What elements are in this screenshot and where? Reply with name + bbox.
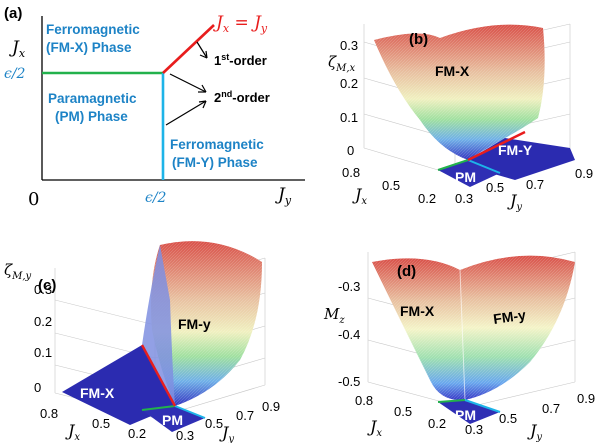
panel-d-ztick-1: -0.4	[338, 327, 360, 342]
panel-b-red-line	[467, 130, 526, 162]
panel-b-surface: (b) FM-X FM-Y PM ζM,x 0.3 0.2 0.1 0 0.8 …	[328, 23, 593, 213]
panel-d-fmx-hatch	[372, 258, 465, 401]
panel-d-fmy-hatch	[460, 255, 575, 400]
panel-c-cyan-line	[174, 405, 206, 419]
panel-d-jxtick-1: 0.5	[394, 404, 412, 419]
panel-c-zlabel: ζM,y	[4, 261, 32, 282]
panel-b-jxtick-0: 0.8	[342, 165, 360, 180]
panel-b-fm2-region: FM-Y	[498, 142, 533, 158]
panel-d-fm2-region: FM-y	[492, 307, 527, 327]
panel-b-jxtick-1: 0.5	[382, 178, 400, 193]
panel-c-surface: (c) FM-y FM-X PM ζM,y 0.3 0.2 0.1 0 0.8 …	[4, 241, 280, 443]
panel-b-jytick-1: 0.5	[486, 180, 504, 195]
red-boundary	[162, 24, 215, 74]
panel-c-fmx-surface	[62, 345, 175, 425]
first-order-label: 1st-order	[214, 52, 267, 68]
panel-b-label: (b)	[409, 31, 428, 48]
panel-b-green-line	[437, 159, 469, 171]
panel-d-green-line	[437, 399, 466, 403]
panel-b-cyan-line	[467, 159, 501, 174]
panel-c-jytick-2: 0.7	[236, 408, 254, 423]
panel-d-jytick-0: 0.3	[465, 422, 483, 437]
panel-c-red-line	[140, 344, 177, 407]
panel-b-jx-label: Jx	[352, 185, 367, 207]
panel-d-label: (d)	[397, 263, 416, 280]
panel-c-pm-region: PM	[162, 412, 183, 428]
panel-b-zlabel: ζM,x	[328, 53, 356, 74]
pm-line2: (PM) Phase	[55, 109, 128, 124]
panel-d-jytick-2: 0.7	[542, 401, 560, 416]
panel-d-zlabel: Mz	[323, 305, 345, 326]
y-axis-label: Jx	[9, 38, 26, 60]
panel-d-surface: (d) FM-X FM-y PM Mz -0.3 -0.4 -0.5 0.8 0…	[323, 251, 595, 443]
panel-d-fm-region: FM-X	[400, 303, 435, 319]
panel-b-jytick-2: 0.7	[526, 177, 544, 192]
panel-b-fmy-surface	[468, 138, 575, 180]
panel-a-label: (a)	[4, 5, 22, 22]
panel-d-jytick-1: 0.5	[499, 411, 517, 426]
panel-b-jy-label: Jy	[507, 191, 522, 213]
fm-x-line2: (FM-X) Phase	[46, 40, 132, 55]
panel-c-fmy-hatch	[151, 241, 262, 406]
panel-c-jxtick-0: 0.8	[40, 406, 58, 421]
eps-y-label: ϵ/2	[4, 66, 26, 82]
panel-b-ztick-1: 0.2	[340, 76, 358, 91]
panel-a-phase-diagram: (a) Ferromagnetic (FM-X) Phase Paramagne…	[4, 5, 305, 210]
panel-c-jxtick-2: 0.2	[128, 426, 146, 441]
panel-c-jytick-3: 0.9	[262, 399, 280, 414]
panel-d-cyan-line	[464, 399, 501, 413]
panel-b-ztick-0: 0.3	[340, 38, 358, 53]
panel-d-jy-label: Jy	[527, 421, 542, 443]
panel-d-jxtick-0: 0.8	[355, 393, 373, 408]
second-order-label: 2nd-order	[214, 89, 270, 105]
panel-d-pm-surface	[438, 400, 500, 424]
fm-x-line1: Ferromagnetic	[46, 22, 140, 37]
panel-c-fm-region: FM-y	[178, 316, 211, 332]
panel-b-ztick-3: 0	[347, 143, 354, 158]
panel-b-ztick-2: 0.1	[340, 110, 358, 125]
panel-d-ztick-2: -0.5	[338, 374, 360, 389]
panel-b-jytick-3: 0.9	[575, 166, 593, 181]
panel-d-ztick-0: -0.3	[338, 279, 360, 294]
panel-b-jytick-0: 0.3	[455, 191, 473, 206]
panel-d-jytick-3: 0.9	[577, 391, 595, 406]
fm-y-line2: (FM-Y) Phase	[172, 155, 258, 170]
panel-d-ridge	[459, 269, 466, 401]
arrows	[165, 41, 208, 126]
fm-y-line1: Ferromagnetic	[170, 137, 264, 152]
panel-d-pm-region: PM	[455, 407, 476, 423]
panel-b-jxtick-2: 0.2	[418, 191, 436, 206]
panel-c-jytick-0: 0.3	[176, 428, 194, 443]
panel-d-jxtick-2: 0.2	[428, 416, 446, 431]
panel-c-label: (c)	[38, 277, 56, 294]
panel-d-jx-label: Jx	[367, 417, 382, 439]
panel-c-jytick-1: 0.5	[205, 416, 223, 431]
diag-eq-label: Jx = Jy	[213, 13, 268, 35]
panel-c-jy-label: Jy	[219, 423, 234, 443]
eps-x-label: ϵ/2	[145, 190, 167, 206]
panel-c-ztick-1: 0.2	[34, 314, 52, 329]
panel-c-green-line	[141, 405, 176, 411]
panel-c-ztick-0: 0.3	[34, 282, 52, 297]
panel-b-fm-region: FM-X	[435, 63, 470, 79]
panel-c-jxtick-1: 0.5	[92, 416, 110, 431]
panel-c-fm2-region: FM-X	[80, 385, 115, 401]
panel-c-jx-label: Jx	[65, 421, 80, 443]
panel-b-pm-region: PM	[455, 169, 476, 185]
panel-b-fmx-hatch	[374, 24, 545, 160]
origin-label: 0	[28, 189, 39, 210]
x-axis-label: Jy	[275, 185, 292, 207]
pm-line1: Paramagnetic	[48, 91, 137, 106]
panel-c-ztick-3: 0	[34, 380, 41, 395]
panel-c-ztick-2: 0.1	[34, 345, 52, 360]
